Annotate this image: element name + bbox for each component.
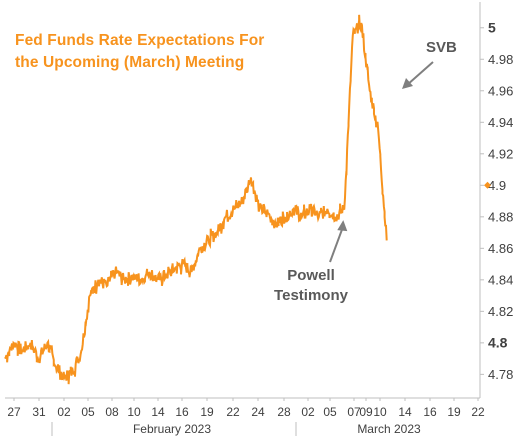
y-tick-label: 4.94: [488, 115, 513, 130]
month-label: March 2023: [357, 422, 421, 436]
y-tick-label: 4.98: [488, 52, 513, 67]
annotations-layer: Powell Testimony SVB: [274, 39, 457, 304]
y-tick-label: 4.96: [488, 83, 513, 98]
annotation-powell-arrowhead: [337, 220, 348, 232]
x-tick-label: 31: [32, 405, 46, 419]
y-tick-label: 4.8: [488, 334, 508, 350]
annotation-svb: SVB: [426, 39, 457, 56]
x-tick-label: 09: [359, 405, 373, 419]
x-tick-label: 16: [175, 405, 189, 419]
x-tick-label: 10: [127, 405, 141, 419]
y-tick-label: 4.88: [488, 209, 513, 224]
y-tick-label: 4.84: [488, 272, 513, 287]
chart-title: Fed Funds Rate Expectations For the Upco…: [15, 30, 264, 74]
x-tick-label: 08: [105, 405, 119, 419]
y-tick-label: 4.82: [488, 304, 513, 319]
y-tick-label: 4.9: [488, 178, 506, 193]
x-tick-label: 07: [347, 405, 361, 419]
x-tick-label: 19: [447, 405, 461, 419]
current-value-marker: [484, 181, 491, 189]
annotation-svb-arrowhead: [402, 78, 413, 89]
y-tick-label: 4.86: [488, 241, 513, 256]
fed-funds-expectations-line: [4, 14, 388, 385]
x-tick-label: 27: [7, 405, 21, 419]
x-tick-label: 22: [471, 405, 485, 419]
x-tick-label: 05: [323, 405, 337, 419]
annotation-powell-line-1: Powell: [287, 267, 335, 284]
x-tick-label: 02: [301, 405, 315, 419]
y-tick-label: 5: [488, 19, 496, 35]
chart-title-line-2: the Upcoming (March) Meeting: [15, 54, 245, 71]
x-tick-label: 19: [200, 405, 214, 419]
annotation-powell-arrow: [329, 225, 345, 263]
x-tick-label: 10: [373, 405, 387, 419]
x-tick-label: 14: [398, 405, 412, 419]
x-tick-label: 22: [226, 405, 240, 419]
x-tick-label: 14: [151, 405, 165, 419]
month-label: February 2023: [133, 422, 211, 436]
x-tick-label: 24: [251, 405, 265, 419]
y-tick-label: 4.78: [488, 367, 513, 382]
x-tick-label: 05: [81, 405, 95, 419]
annotation-svb-arrow: [406, 61, 434, 86]
x-tick-label: 02: [57, 405, 71, 419]
series-layer: [4, 14, 388, 385]
x-tick-label: 16: [423, 405, 437, 419]
y-tick-label: 4.92: [488, 146, 513, 161]
annotation-powell-line-2: Testimony: [274, 287, 349, 304]
x-tick-label: 28: [277, 405, 291, 419]
chart-title-line-1: Fed Funds Rate Expectations For: [15, 32, 265, 49]
axes: 4.78 4.8 4.82 4.84 4.86 4.88 4.9 4.92 4.94 4.96 4.…: [5, 2, 513, 436]
